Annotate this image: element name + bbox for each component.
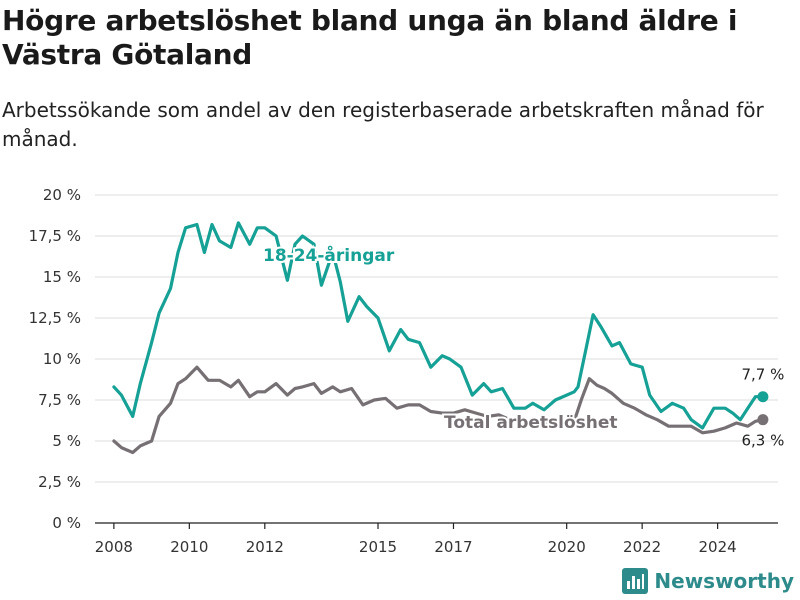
end-point-1 bbox=[757, 414, 769, 426]
series-label-0: 18-24-åringar bbox=[263, 244, 395, 266]
x-tick-label: 2010 bbox=[170, 538, 208, 556]
x-tick-label: 2017 bbox=[434, 538, 472, 556]
x-tick-label: 2020 bbox=[548, 538, 586, 556]
y-tick-label: 15 % bbox=[43, 268, 81, 286]
x-tick-label: 2008 bbox=[95, 538, 133, 556]
x-axis: 2008 2010 2012 2015 2017 2020 2022 2024 bbox=[95, 522, 778, 556]
end-point-0 bbox=[757, 391, 769, 403]
y-tick-label: 7,5 % bbox=[38, 391, 81, 409]
end-value-label-1: 6,3 % bbox=[741, 432, 784, 450]
x-tick-label: 2024 bbox=[699, 538, 737, 556]
chart-subtitle: Arbetssökande som andel av den registerb… bbox=[2, 98, 764, 151]
series-line-0 bbox=[112, 221, 765, 430]
series-line-1 bbox=[112, 365, 765, 455]
y-tick-label: 17,5 % bbox=[29, 227, 81, 245]
x-tick-label: 2022 bbox=[623, 538, 661, 556]
x-tick-label: 2012 bbox=[246, 538, 284, 556]
series-lines bbox=[112, 221, 769, 455]
y-tick-label: 20 % bbox=[43, 186, 81, 204]
chart-title: Högre arbetslöshet bland unga än bland ä… bbox=[2, 4, 738, 71]
y-tick-label: 10 % bbox=[43, 350, 81, 368]
series-labels: 6,3 % 7,7 % 18-24-åringar Total arbetslöshe… bbox=[261, 242, 784, 450]
gridlines bbox=[95, 194, 778, 483]
x-tick-label: 2015 bbox=[359, 538, 397, 556]
y-axis-tick-labels: 0 % 2,5 % 5 % 7,5 % 10 % 12,5 % 15 % 17,5 % 20 % bbox=[29, 186, 81, 532]
brand-logo: Newsworthy bbox=[622, 568, 794, 594]
bar-chart-logo-icon bbox=[622, 568, 649, 594]
series-label-1: Total arbetslöshet bbox=[444, 413, 618, 433]
y-tick-label: 5 % bbox=[52, 432, 81, 450]
y-tick-label: 2,5 % bbox=[38, 473, 81, 491]
y-tick-label: 12,5 % bbox=[29, 309, 81, 327]
end-value-label-0: 7,7 % bbox=[741, 366, 784, 384]
y-tick-label: 0 % bbox=[52, 514, 81, 532]
brand-name: Newsworthy bbox=[654, 569, 794, 593]
